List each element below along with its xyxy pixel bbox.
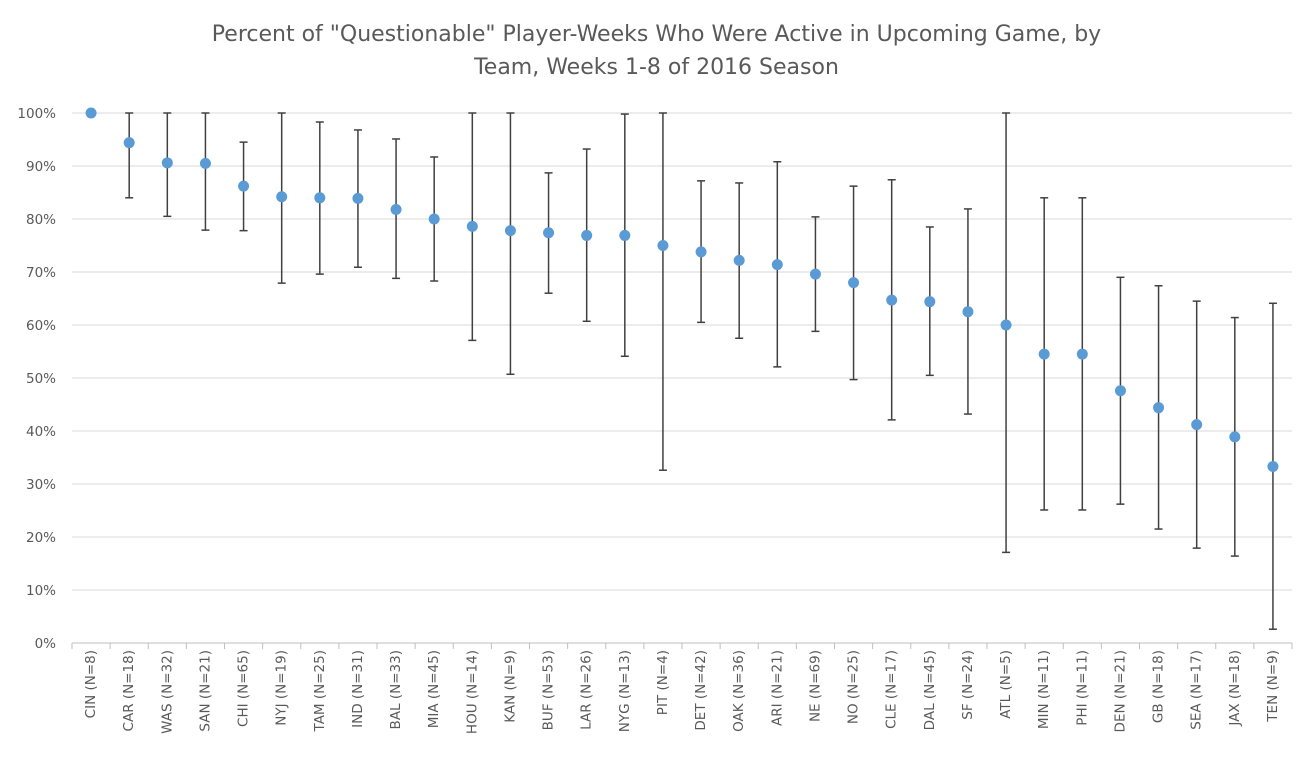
data-point [504, 225, 516, 237]
chart-title-line-1: Percent of "Questionable" Player-Weeks W… [211, 22, 1102, 47]
x-category-label: BAL (N=33) [388, 650, 404, 729]
data-point [1153, 402, 1165, 414]
y-tick-label: 30% [26, 477, 56, 493]
data-point [581, 229, 593, 241]
y-tick-label: 60% [26, 318, 56, 334]
x-category-label: MIA (N=45) [426, 650, 442, 728]
x-category-label: CAR (N=18) [121, 650, 137, 731]
data-point [924, 296, 936, 308]
data-point [695, 246, 707, 258]
data-point [428, 213, 440, 225]
x-category-label: CIN (N=8) [83, 650, 99, 718]
data-point [390, 203, 402, 215]
data-point [1191, 419, 1203, 431]
x-category-label: ARI (N=21) [769, 650, 785, 726]
x-category-label: OAK (N=36) [731, 650, 747, 732]
x-category-label: ATL (N=5) [998, 650, 1014, 719]
x-category-label: SAN (N=21) [197, 650, 213, 732]
data-point [771, 259, 783, 271]
data-point [1114, 385, 1126, 397]
data-point [733, 254, 745, 266]
x-category-label: PHI (N=11) [1074, 650, 1090, 726]
data-point [1076, 348, 1088, 360]
data-point [199, 157, 211, 169]
x-category-label: MIN (N=11) [1036, 650, 1052, 729]
y-tick-label: 70% [26, 265, 56, 281]
data-point [314, 192, 326, 204]
data-point [466, 220, 478, 232]
data-point [619, 229, 631, 241]
x-category-label: IND (N=31) [350, 650, 366, 728]
x-category-label: DET (N=42) [693, 650, 709, 731]
y-tick-label: 100% [17, 106, 56, 122]
x-category-label: NYG (N=13) [617, 650, 633, 732]
data-point [276, 191, 288, 203]
data-point [352, 192, 364, 204]
data-point [962, 306, 974, 318]
data-point [886, 294, 898, 306]
x-category-label: JAX (N=18) [1227, 650, 1243, 727]
data-point [1038, 348, 1050, 360]
y-tick-label: 40% [26, 424, 56, 440]
x-category-label: LAR (N=26) [579, 650, 595, 730]
x-category-label: TAM (N=25) [312, 650, 328, 733]
data-point [848, 277, 860, 289]
y-tick-label: 20% [26, 530, 56, 546]
x-category-label: SEA (N=17) [1189, 650, 1205, 730]
data-point [809, 268, 821, 280]
y-tick-label: 10% [26, 583, 56, 599]
x-category-label: WAS (N=32) [159, 650, 175, 734]
chart-title-line-2: Team, Weeks 1-8 of 2016 Season [474, 55, 839, 80]
y-tick-label: 90% [26, 159, 56, 175]
data-point [123, 137, 135, 149]
x-category-label: NYJ (N=19) [274, 650, 290, 726]
data-point [543, 227, 555, 239]
x-category-label: TEN (N=9) [1265, 650, 1281, 723]
data-point [161, 157, 173, 169]
data-point [85, 107, 97, 119]
x-category-label: GB (N=18) [1151, 650, 1167, 723]
data-point [1267, 461, 1279, 473]
data-point [238, 180, 250, 192]
data-point [657, 240, 669, 251]
x-category-label: KAN (N=9) [502, 650, 518, 723]
x-category-label: CHI (N=65) [236, 650, 252, 727]
x-category-label: CLE (N=17) [884, 650, 900, 729]
x-category-label: BUF (N=53) [541, 650, 557, 730]
x-category-label: DEN (N=21) [1112, 650, 1128, 732]
chart-title: Percent of "Questionable" Player-Weeks W… [0, 18, 1313, 84]
x-category-label: SF (N=24) [960, 650, 976, 720]
data-point [1229, 431, 1241, 443]
x-category-label: NO (N=25) [846, 650, 862, 724]
y-tick-label: 80% [26, 212, 56, 228]
x-category-label: NE (N=69) [807, 650, 823, 722]
x-category-label: DAL (N=45) [922, 650, 938, 730]
data-point [1000, 319, 1012, 331]
x-category-label: HOU (N=14) [464, 650, 480, 734]
y-tick-label: 50% [26, 371, 56, 387]
y-tick-label: 0% [35, 636, 57, 652]
x-category-label: PIT (N=4) [655, 650, 671, 715]
